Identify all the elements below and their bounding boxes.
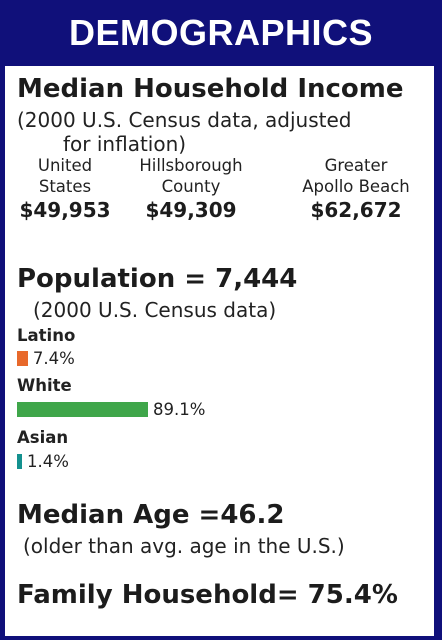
income-column-us: United States $49,953 — [5, 156, 125, 222]
income-column-county: Hillsborough County $49,309 — [131, 156, 251, 222]
income-column-label-line1: Hillsborough — [139, 156, 243, 175]
income-column-label-line1: Greater — [324, 156, 388, 175]
income-column-label-line1: United — [37, 156, 93, 175]
income-column-label-line2: States — [38, 177, 92, 196]
income-column-label-line2: County — [161, 177, 221, 196]
population-note: (2000 U.S. Census data) — [33, 298, 277, 322]
group-bar-latino — [17, 351, 28, 366]
age-title: Median Age =46.2 — [17, 500, 285, 530]
income-column-apollo-beach: Greater Apollo Beach $62,672 — [291, 156, 421, 222]
group-label-white: White — [17, 376, 72, 395]
group-bar-white — [17, 402, 148, 417]
income-note-line1: (2000 U.S. Census data, adjusted — [17, 108, 352, 132]
content-panel: Median Household Income (2000 U.S. Censu… — [5, 66, 434, 636]
group-label-asian: Asian — [17, 428, 69, 447]
income-column-value: $62,672 — [310, 198, 402, 222]
income-title: Median Household Income — [17, 74, 404, 104]
income-column-value: $49,953 — [19, 198, 111, 222]
age-note: (older than avg. age in the U.S.) — [23, 534, 345, 558]
group-percent-latino: 7.4% — [32, 349, 75, 368]
income-column-value: $49,309 — [145, 198, 237, 222]
header-banner: DEMOGRAPHICS — [0, 0, 442, 66]
group-percent-white: 89.1% — [153, 400, 206, 419]
family-title: Family Household= 75.4% — [17, 580, 398, 610]
group-bar-asian — [17, 454, 22, 469]
income-column-label-line2: Apollo Beach — [302, 177, 410, 196]
group-label-latino: Latino — [17, 326, 76, 345]
header-title: DEMOGRAPHICS — [68, 12, 374, 53]
population-title: Population = 7,444 — [17, 264, 298, 294]
income-note-line2: for inflation) — [63, 132, 187, 156]
group-percent-asian: 1.4% — [27, 452, 69, 471]
